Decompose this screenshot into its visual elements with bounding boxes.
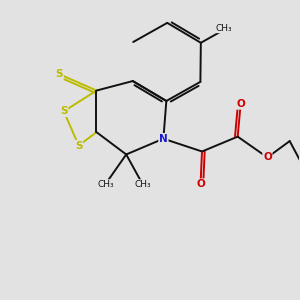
Text: CH₃: CH₃: [97, 180, 114, 189]
Text: CH₃: CH₃: [134, 180, 151, 189]
Text: S: S: [60, 106, 68, 116]
Text: CH₃: CH₃: [216, 24, 232, 33]
Text: N: N: [159, 134, 168, 144]
Text: O: O: [196, 179, 205, 189]
Text: S: S: [56, 69, 63, 79]
Text: O: O: [263, 152, 272, 162]
Text: O: O: [236, 99, 245, 109]
Text: S: S: [75, 140, 82, 151]
